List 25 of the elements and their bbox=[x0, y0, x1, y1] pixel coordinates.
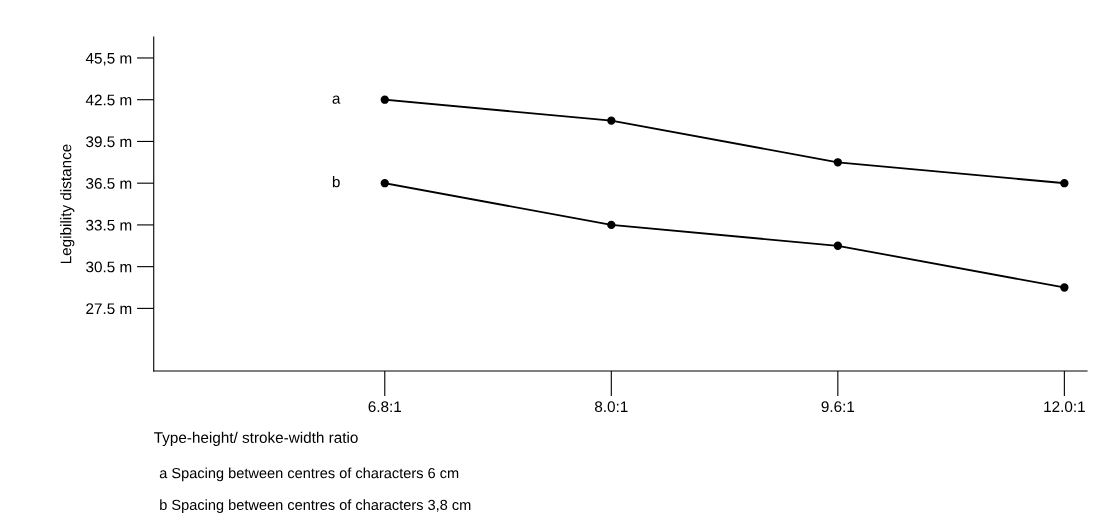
point bbox=[607, 116, 616, 125]
point bbox=[380, 179, 389, 188]
y-tick-label: 27.5 m bbox=[86, 303, 132, 315]
x-tick-label: 8.0:1 bbox=[594, 401, 628, 413]
y-axis-title: Legibility distance bbox=[60, 144, 75, 264]
x-tick-label: 12.0:1 bbox=[1044, 401, 1085, 413]
point bbox=[833, 158, 843, 167]
point bbox=[1060, 179, 1069, 188]
text: b bbox=[332, 176, 340, 188]
text: a Spacing between centres of characters 6 cm bbox=[159, 467, 459, 482]
y-tick-label: 33.5 m bbox=[86, 219, 132, 231]
x-tick-label: 9.6:1 bbox=[821, 401, 855, 413]
point bbox=[1060, 283, 1069, 292]
y-tick-label: 42.5 m bbox=[85, 94, 132, 106]
x-tick-label: 6.8:1 bbox=[368, 401, 402, 413]
y-tick-label: 45,5 m bbox=[85, 52, 132, 66]
x-axis-title: Type-height/ stroke-width ratio bbox=[154, 431, 358, 447]
y-tick-label: 39.5 m bbox=[86, 136, 132, 148]
text: a bbox=[332, 95, 341, 104]
y-tick-label: 36.5 m bbox=[86, 178, 132, 189]
point bbox=[607, 220, 616, 230]
point bbox=[833, 241, 843, 250]
point bbox=[380, 95, 389, 104]
text: b Spacing between centres of characters 3,8 cm bbox=[160, 499, 471, 513]
y-tick-label: 30.5 m bbox=[86, 261, 132, 273]
